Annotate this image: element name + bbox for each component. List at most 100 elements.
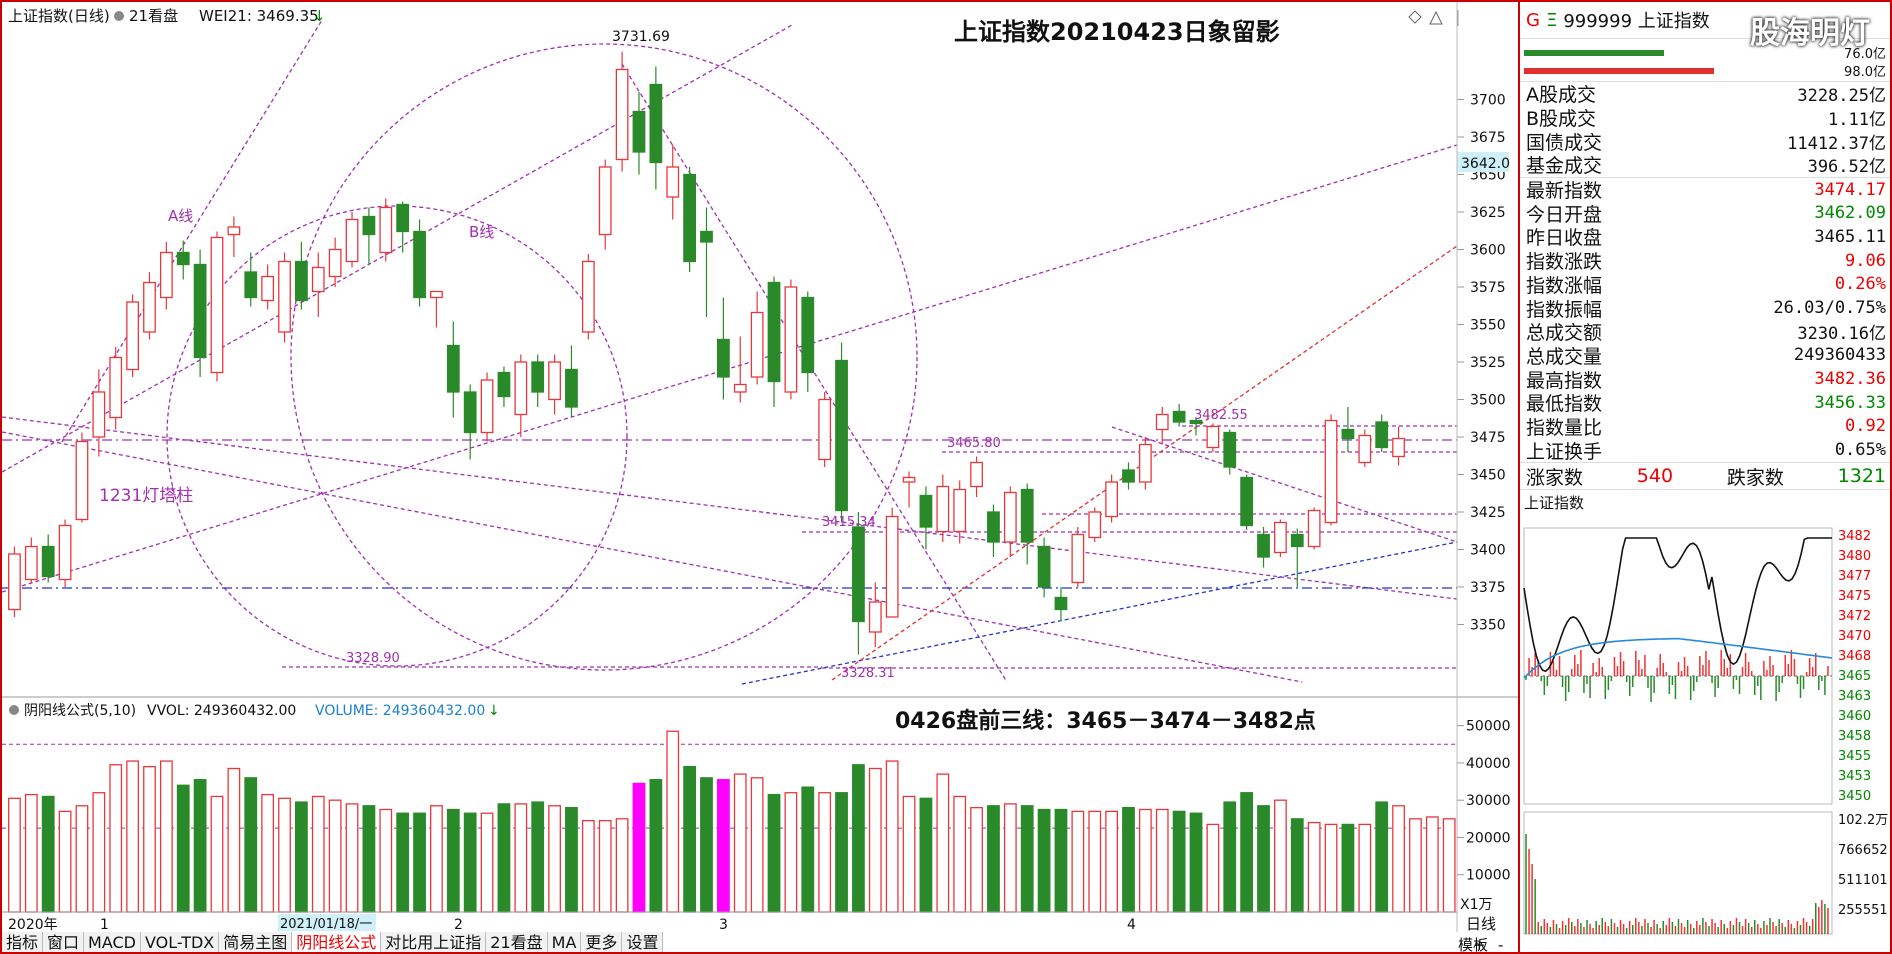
quote-label: 今日开盘 — [1526, 203, 1603, 226]
quote-label: 指数振幅 — [1526, 298, 1603, 321]
volume-arrow-icon: ↓ — [488, 703, 500, 719]
quote-code: 999999 上证指数 — [1563, 11, 1710, 32]
quote-row: 总成交额 3230.16亿 — [1520, 320, 1890, 345]
quote-row: 指数涨跌 9.06 — [1520, 249, 1890, 274]
date-label-3: 3 — [719, 917, 728, 933]
candle-body — [868, 601, 882, 633]
tab-7[interactable]: 21看盘 — [486, 932, 548, 952]
settings-icon[interactable] — [114, 11, 124, 21]
intraday-chart[interactable]: 3482 3480 3477 3475 3472 3470 3468 3465 3463 3460… — [1520, 524, 1892, 944]
volume-bars — [8, 730, 1456, 913]
candle-body — [1290, 533, 1304, 548]
volume-bar — [666, 730, 680, 913]
candle-body — [548, 361, 561, 401]
flow-bar-red — [1524, 68, 1714, 74]
volume-bar — [852, 764, 865, 913]
tab-3[interactable]: VOL-TDX — [141, 932, 220, 952]
candle-body — [902, 476, 916, 483]
code-mid: Ξ — [1545, 9, 1558, 31]
candle-body — [1324, 419, 1338, 524]
intraday-tick-label: 3455 — [1838, 749, 1871, 764]
trend-overlays — [2, 19, 1458, 685]
candles — [8, 51, 1405, 655]
candle-body — [379, 206, 393, 254]
price-tick-label: 3600 — [1470, 243, 1506, 259]
date-label-2: 2 — [454, 917, 463, 933]
low1-label: 3328.90 — [346, 651, 400, 666]
volume-bar — [92, 792, 106, 913]
volume-bar — [835, 792, 848, 913]
volume-bar — [868, 767, 882, 913]
blue-trend — [741, 541, 1458, 685]
breadth-row: 涨家数 540 跌家数 1321 — [1520, 462, 1890, 490]
intraday-tick-label: 3480 — [1838, 549, 1871, 564]
price-tick-label: 3700 — [1470, 93, 1506, 109]
volume-bar — [919, 797, 933, 913]
price-tick-label: 3350 — [1470, 618, 1506, 634]
quote-value: 3230.16亿 — [1797, 324, 1886, 345]
pillar-label: 1231灯塔柱 — [99, 486, 193, 506]
code-prefix: G — [1526, 9, 1540, 31]
candle-body — [8, 553, 21, 611]
intraday-title: 上证指数 — [1524, 494, 1585, 512]
candle-body — [295, 260, 308, 302]
tab-0[interactable]: 指标 — [2, 932, 44, 952]
intraday-tick-label: 3450 — [1838, 789, 1871, 804]
quote-label: 最新指数 — [1526, 180, 1603, 203]
candle-body — [835, 359, 848, 512]
volume-bar — [379, 808, 393, 913]
template-button[interactable]: 模板 — [1458, 936, 1488, 954]
quote-row: 国债成交 11412.37亿 — [1520, 129, 1890, 154]
volume-bar — [615, 818, 629, 913]
tab-10[interactable]: 设置 — [622, 932, 664, 952]
triangle-icon[interactable] — [1429, 10, 1443, 25]
volume-tick-label: 30000 — [1466, 793, 1511, 809]
volume-bar — [1122, 806, 1135, 913]
zoom-in-button[interactable]: + — [1473, 936, 1486, 954]
volume-axis: 10000 20000 30000 40000 50000 — [1457, 719, 1511, 884]
high-label: 3731.69 — [612, 29, 670, 45]
candle-body — [936, 485, 950, 533]
candle-body — [1223, 431, 1237, 468]
kline-chart[interactable]: 上证指数(日线) 21看盘 WEI21: 3469.35 ↓ 上证指数20210… — [2, 2, 1518, 954]
candle-body — [801, 296, 815, 374]
volume-bar — [598, 820, 612, 913]
volume-bar — [936, 773, 950, 913]
candle-body — [733, 383, 747, 393]
quote-label: 指数涨幅 — [1526, 274, 1603, 297]
volume-settings-icon[interactable] — [9, 705, 19, 715]
volume-bar — [565, 806, 578, 913]
volume-bar — [480, 812, 494, 913]
volume-bar — [1105, 810, 1118, 913]
zoom-out-button[interactable]: - — [1498, 936, 1503, 954]
candle-body — [1122, 469, 1135, 483]
tab-5[interactable]: 阴阳线公式 — [292, 932, 382, 952]
quote-value: 9.06 — [1845, 250, 1886, 271]
period-label[interactable]: 日线 — [1466, 915, 1496, 933]
price-tag-box — [1457, 152, 1509, 172]
tab-9[interactable]: 更多 — [581, 932, 623, 952]
volume-bar — [548, 805, 561, 913]
tab-4[interactable]: 简易主图 — [219, 932, 293, 952]
tab-2[interactable]: MACD — [84, 932, 141, 952]
tab-1[interactable]: 窗口 — [43, 932, 85, 952]
cursor-date-box — [278, 914, 376, 931]
volume-bar — [396, 812, 410, 913]
tab-8[interactable]: MA — [547, 932, 582, 952]
volume-bar — [1274, 799, 1287, 913]
b-line — [2, 144, 1458, 593]
candle-body — [649, 83, 663, 164]
volume-bar — [1442, 818, 1456, 913]
mark-3465: 3465.80 — [947, 436, 1001, 451]
diamond-icon[interactable] — [1408, 10, 1422, 24]
tab-6[interactable]: 对比用上证指 — [381, 932, 487, 952]
volume-bar — [1088, 810, 1102, 913]
flow-bottom-value: 98.0亿 — [1844, 65, 1886, 80]
volume-bar — [75, 805, 89, 913]
volume-bar — [970, 806, 983, 913]
candle-body — [700, 230, 713, 243]
candle-body — [1240, 476, 1254, 527]
candle-body — [716, 338, 730, 378]
candle-body — [193, 263, 207, 359]
